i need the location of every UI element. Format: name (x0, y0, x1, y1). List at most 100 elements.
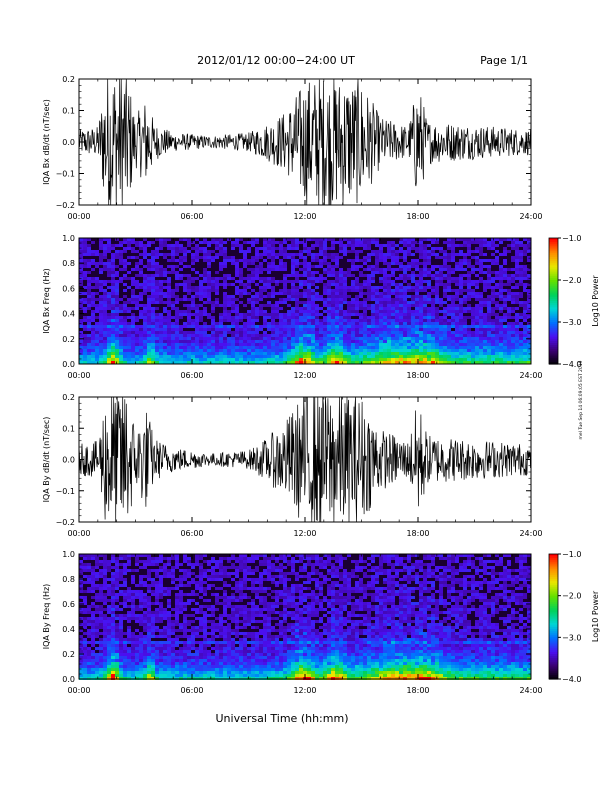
heat-cell (143, 340, 147, 343)
heat-cell (403, 265, 407, 268)
heat-cell (403, 277, 407, 280)
heat-cell (111, 641, 115, 644)
heat-cell (231, 316, 235, 319)
heat-cell (411, 346, 415, 349)
heat-cell (99, 569, 103, 572)
heat-cell (275, 331, 279, 334)
heat-cell (371, 352, 375, 355)
heat-cell (431, 358, 435, 361)
heat-cell (79, 596, 83, 599)
heat-cell (251, 337, 255, 340)
heat-cell (183, 334, 187, 337)
heat-cell (487, 355, 491, 358)
heat-cell (359, 283, 363, 286)
heat-cell (331, 331, 335, 334)
heat-cell (131, 322, 135, 325)
heat-cell (463, 319, 467, 322)
heat-cell (103, 349, 107, 352)
heat-cell (407, 304, 411, 307)
heat-cell (131, 554, 135, 557)
heat-cell (279, 265, 283, 268)
heat-cell (471, 289, 475, 292)
heat-cell (95, 635, 99, 638)
heat-cell (259, 298, 263, 301)
heat-cell (519, 355, 523, 358)
heat-cell (491, 286, 495, 289)
heat-cell (275, 343, 279, 346)
heat-cell (271, 313, 275, 316)
heat-cell (143, 328, 147, 331)
heat-cell (99, 617, 103, 620)
heat-cell (223, 256, 227, 259)
heat-cell (231, 322, 235, 325)
heat-cell (355, 253, 359, 256)
heat-cell (527, 313, 531, 316)
heat-cell (159, 557, 163, 560)
heat-cell (99, 268, 103, 271)
heat-cell (303, 262, 307, 265)
heat-cell (487, 310, 491, 313)
heat-cell (103, 668, 107, 671)
heat-cell (91, 572, 95, 575)
heat-cell (399, 283, 403, 286)
heat-cell (355, 313, 359, 316)
heat-cell (375, 340, 379, 343)
heat-cell (299, 250, 303, 253)
heat-cell (295, 358, 299, 361)
heat-cell (487, 304, 491, 307)
heat-cell (99, 623, 103, 626)
heat-cell (83, 662, 87, 665)
heat-cell (387, 265, 391, 268)
heat-cell (127, 256, 131, 259)
heat-cell (275, 292, 279, 295)
heat-cell (395, 346, 399, 349)
heat-cell (379, 343, 383, 346)
heat-cell (91, 361, 95, 364)
heat-cell (503, 304, 507, 307)
heat-cell (495, 334, 499, 337)
heat-cell (363, 304, 367, 307)
heat-cell (103, 268, 107, 271)
heat-cell (151, 319, 155, 322)
heat-cell (355, 265, 359, 268)
heat-cell (171, 557, 175, 560)
heat-cell (159, 656, 163, 659)
heat-cell (143, 563, 147, 566)
heat-cell (155, 337, 159, 340)
heat-cell (319, 334, 323, 337)
heat-cell (163, 611, 167, 614)
heat-cell (107, 605, 111, 608)
heat-cell (331, 274, 335, 277)
heat-cell (495, 325, 499, 328)
heat-cell (331, 337, 335, 340)
heat-cell (267, 256, 271, 259)
heat-cell (307, 307, 311, 310)
heat-cell (523, 325, 527, 328)
heat-cell (151, 358, 155, 361)
heat-cell (199, 283, 203, 286)
heat-cell (135, 265, 139, 268)
heat-cell (287, 337, 291, 340)
heat-cell (147, 259, 151, 262)
heat-cell (211, 340, 215, 343)
heat-cell (167, 259, 171, 262)
heat-cell (119, 617, 123, 620)
heat-cell (83, 358, 87, 361)
heat-cell (115, 626, 119, 629)
heat-cell (199, 241, 203, 244)
heat-cell (335, 241, 339, 244)
heat-cell (287, 238, 291, 241)
heat-cell (135, 590, 139, 593)
heat-cell (415, 241, 419, 244)
heat-cell (143, 358, 147, 361)
heat-cell (511, 349, 515, 352)
heat-cell (187, 292, 191, 295)
heat-cell (455, 283, 459, 286)
heat-cell (187, 280, 191, 283)
heat-cell (219, 343, 223, 346)
heat-cell (327, 283, 331, 286)
heat-cell (339, 292, 343, 295)
heat-cell (495, 316, 499, 319)
heat-cell (243, 361, 247, 364)
heat-cell (487, 346, 491, 349)
